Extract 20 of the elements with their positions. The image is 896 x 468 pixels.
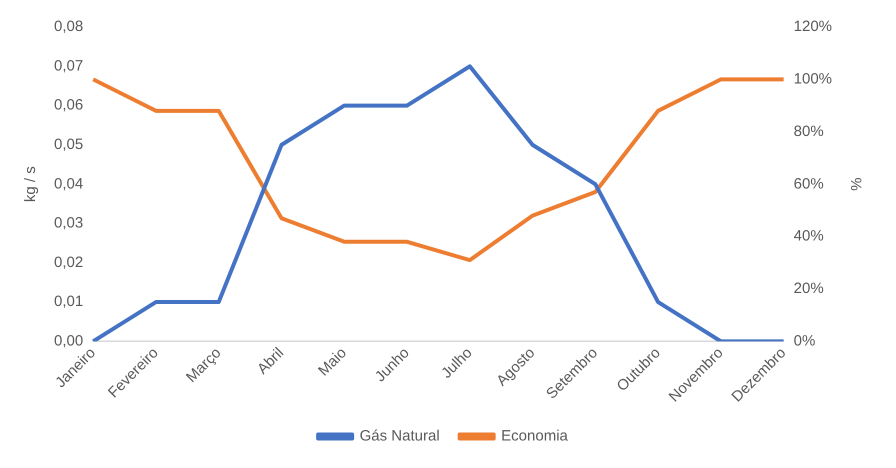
y2-tick-label: 20% [794,280,824,298]
y-tick-label: 0,08 [54,18,84,36]
legend-label: Gás Natural [360,428,440,445]
y2-tick-label: 120% [794,18,832,36]
y2-tick-label: 100% [794,70,832,88]
y-tick-label: 0,04 [54,175,84,192]
y-tick-label: 0,02 [54,254,84,271]
y-tick-label: 0,05 [54,136,84,154]
y2-tick-label: 0% [794,332,816,350]
y-axis-title: kg / s [22,166,40,202]
y-tick-label: 0,07 [54,57,84,74]
y2-tick-label: 60% [794,175,824,192]
y2-tick-label: 40% [794,228,824,245]
legend-label: Economia [501,428,569,445]
y-tick-label: 0,00 [54,332,84,350]
y2-tick-label: 80% [794,122,824,140]
y-tick-label: 0,03 [54,214,84,232]
y2-axis-title: % [846,178,864,191]
y-tick-label: 0,06 [54,96,84,114]
y-tick-label: 0,01 [54,293,84,310]
